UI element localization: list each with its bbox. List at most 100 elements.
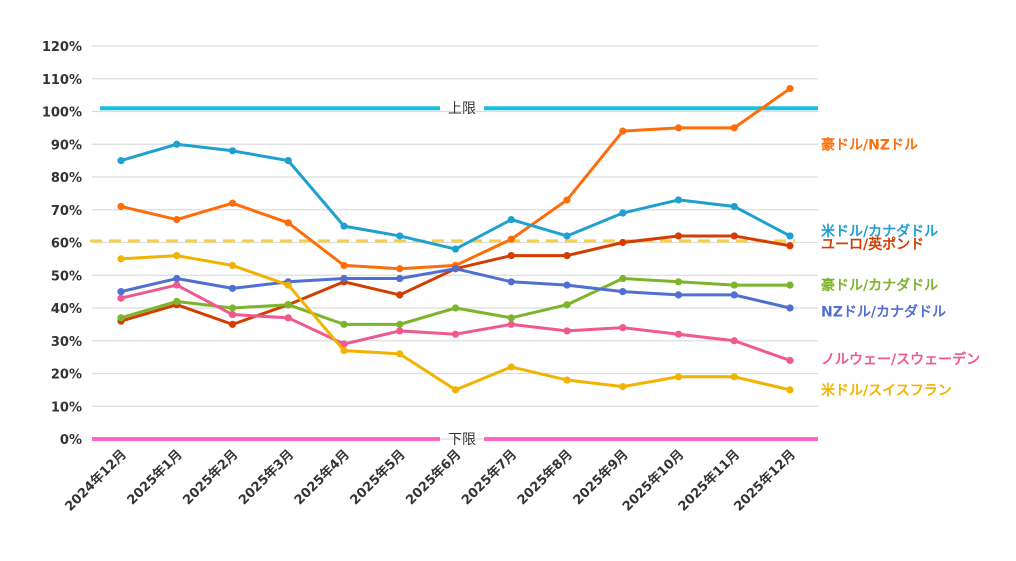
data-point — [507, 215, 515, 224]
data-point — [507, 320, 515, 328]
legend-label: 豪ドル/NZドル — [821, 136, 918, 153]
data-point — [396, 291, 404, 299]
data-point — [619, 383, 627, 391]
x-tick-label: 2025年4月 — [291, 447, 353, 509]
data-point — [284, 301, 292, 309]
y-tick-label: 100% — [42, 106, 82, 121]
data-point — [451, 304, 460, 312]
y-tick-label: 30% — [51, 335, 82, 350]
data-point — [507, 235, 515, 243]
x-tick-label: 2025年9月 — [570, 447, 632, 509]
data-point — [674, 232, 683, 240]
data-point — [340, 340, 348, 348]
data-point — [730, 232, 738, 240]
data-point — [396, 265, 404, 273]
data-point — [619, 288, 627, 296]
data-point — [228, 320, 237, 328]
data-point — [228, 261, 237, 270]
legend-label: 米ドル/スイスフラン — [821, 382, 952, 399]
data-point — [786, 84, 794, 93]
x-tick-label: 2024年12月 — [62, 447, 130, 515]
data-point — [396, 274, 404, 283]
data-point — [563, 327, 571, 335]
data-point — [228, 199, 237, 207]
y-tick-label: 20% — [51, 368, 82, 383]
data-point — [619, 274, 627, 283]
series-3 — [117, 274, 794, 328]
data-point — [730, 202, 738, 211]
series-line — [120, 142, 791, 251]
data-point — [340, 261, 348, 270]
data-point — [284, 219, 292, 227]
data-point — [619, 238, 627, 247]
series-5 — [117, 281, 794, 364]
data-point — [730, 291, 738, 299]
series-line — [120, 267, 791, 310]
data-point — [117, 202, 125, 211]
data-point — [117, 255, 125, 263]
y-tick-label: 10% — [51, 400, 82, 415]
data-point — [284, 281, 292, 289]
x-tick-label: 2025年2月 — [180, 447, 242, 509]
y-tick-label: 0% — [60, 433, 82, 448]
data-point — [563, 196, 571, 204]
data-point — [674, 330, 683, 338]
legend-label: NZドル/カナダドル — [821, 303, 946, 320]
data-point — [507, 314, 515, 322]
data-point — [730, 373, 738, 381]
data-point — [340, 274, 348, 283]
data-point — [730, 337, 738, 345]
y-tick-label: 120% — [42, 40, 82, 55]
data-point — [730, 281, 738, 289]
data-point — [507, 363, 515, 371]
series-lines — [117, 84, 794, 394]
data-point — [117, 314, 125, 322]
legend-label: ノルウェー/スウェーデン — [821, 351, 980, 368]
data-point — [563, 252, 571, 260]
x-tick-label: 2025年8月 — [514, 447, 576, 509]
data-point — [228, 284, 237, 292]
data-point — [674, 196, 683, 204]
data-point — [173, 140, 181, 148]
y-axis-ticks: 0% 10% 20% 30% 40% 50% 60% 70% 80% 90% 100% 110% 120… — [42, 40, 82, 448]
data-point — [451, 386, 460, 394]
data-point — [396, 350, 404, 358]
legend-label: 豪ドル/カナダドル — [821, 277, 938, 294]
data-point — [117, 157, 125, 165]
data-point — [786, 356, 794, 364]
data-point — [173, 281, 181, 289]
series-4 — [117, 265, 794, 312]
data-point — [786, 232, 794, 240]
data-point — [674, 373, 683, 381]
data-point — [619, 127, 627, 135]
data-point — [117, 288, 125, 296]
data-point — [786, 242, 794, 250]
data-point — [674, 278, 683, 286]
y-tick-label: 70% — [51, 204, 82, 219]
data-point — [507, 278, 515, 286]
data-point — [396, 232, 404, 240]
y-tick-label: 50% — [51, 269, 82, 284]
data-point — [173, 252, 181, 260]
data-point — [228, 310, 237, 319]
data-point — [284, 314, 292, 322]
data-point — [507, 252, 515, 260]
series-6 — [117, 252, 794, 394]
data-point — [396, 320, 404, 328]
data-point — [451, 330, 460, 338]
legend-label: 米ドル/カナダドル — [821, 223, 938, 240]
data-point — [173, 215, 181, 224]
data-point — [563, 281, 571, 289]
data-point — [619, 209, 627, 217]
y-tick-label: 90% — [51, 138, 82, 153]
data-point — [228, 304, 237, 312]
y-tick-label: 40% — [51, 302, 82, 317]
x-tick-label: 2025年6月 — [403, 447, 465, 509]
x-tick-label: 2025年5月 — [347, 447, 409, 509]
data-point — [674, 291, 683, 299]
data-point — [117, 294, 125, 302]
y-tick-label: 80% — [51, 171, 82, 186]
